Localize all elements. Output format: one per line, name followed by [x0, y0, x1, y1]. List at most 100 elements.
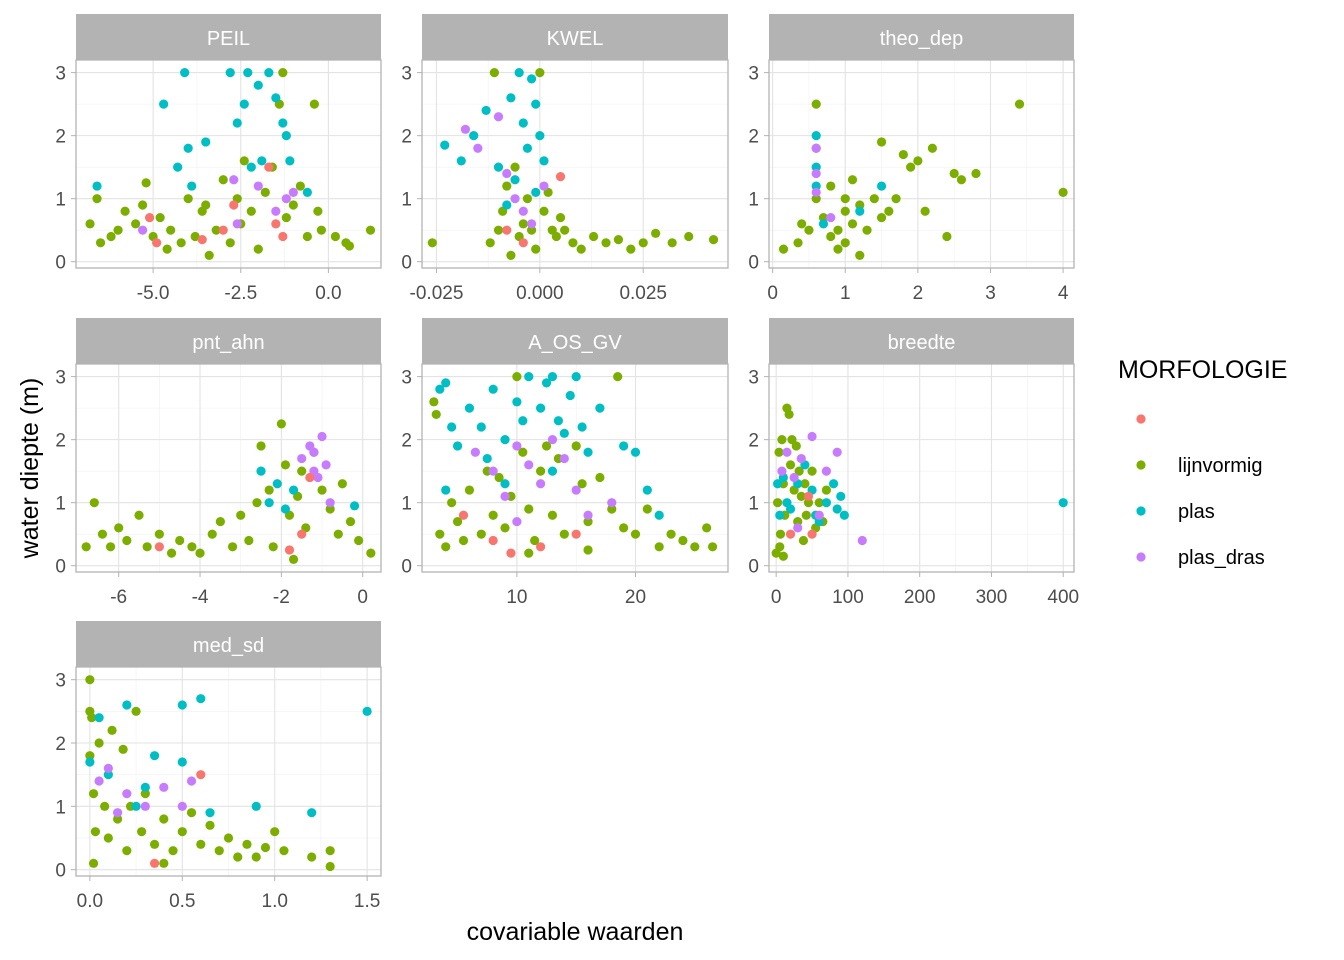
- x-tick-label: 2: [913, 283, 924, 304]
- data-point: [481, 105, 491, 116]
- data-point: [821, 485, 832, 495]
- data-point: [807, 431, 817, 442]
- data-point: [702, 523, 712, 533]
- data-point: [595, 472, 605, 483]
- data-point: [302, 231, 312, 242]
- data-point: [309, 99, 319, 109]
- data-point: [667, 238, 677, 248]
- data-point: [89, 498, 99, 508]
- y-tick-label: 2: [55, 734, 66, 755]
- data-point: [500, 435, 510, 445]
- data-point: [325, 504, 335, 514]
- data-point: [175, 535, 185, 546]
- data-point: [512, 441, 522, 451]
- data-point: [177, 700, 187, 710]
- data-point: [869, 194, 879, 204]
- data-point: [242, 839, 252, 849]
- data-point: [811, 143, 821, 153]
- data-point: [138, 225, 148, 235]
- data-point: [264, 485, 274, 495]
- data-point: [571, 485, 581, 495]
- data-point: [506, 548, 516, 558]
- data-point: [337, 479, 347, 489]
- y-tick-label: 3: [55, 671, 66, 692]
- data-point: [107, 725, 117, 735]
- data-point: [130, 219, 141, 229]
- data-point: [92, 194, 102, 204]
- data-point: [942, 231, 952, 242]
- data-point: [166, 548, 177, 558]
- data-point: [535, 68, 545, 78]
- data-point: [577, 422, 587, 432]
- data-point: [654, 542, 664, 552]
- data-point: [252, 498, 262, 508]
- data-point: [583, 516, 593, 527]
- data-point: [666, 529, 676, 539]
- data-point: [794, 466, 804, 476]
- data-point: [112, 814, 123, 824]
- data-point: [906, 162, 916, 172]
- data-point: [876, 137, 887, 147]
- data-point: [583, 510, 593, 520]
- data-point: [547, 466, 558, 476]
- data-point: [236, 510, 246, 520]
- data-point: [811, 187, 821, 197]
- data-point: [855, 200, 865, 210]
- data-point: [149, 839, 160, 849]
- data-point: [204, 250, 214, 260]
- legend-key: [1136, 506, 1146, 516]
- data-point: [190, 231, 200, 242]
- y-tick-label: 1: [55, 494, 66, 515]
- data-point: [103, 770, 113, 780]
- facet-strip-label: A_OS_GV: [528, 332, 622, 354]
- facet-panel-breedte: breedte 0 1 2 3 0 100 200 300 400: [748, 318, 1079, 608]
- data-point: [488, 510, 498, 520]
- data-point: [152, 238, 162, 248]
- data-point: [137, 827, 147, 837]
- data-point: [325, 861, 335, 872]
- data-point: [281, 212, 291, 223]
- data-point: [524, 460, 534, 470]
- data-point: [271, 206, 281, 216]
- data-point: [811, 181, 821, 191]
- data-point: [309, 447, 319, 457]
- facet-strip-label: pnt_ahn: [192, 332, 264, 354]
- data-point: [256, 441, 266, 451]
- data-point: [440, 140, 450, 150]
- data-point: [811, 194, 821, 204]
- data-point: [510, 175, 520, 185]
- data-point: [607, 504, 617, 514]
- facet-panel-pnt-ahn: pnt_ahn 0 1 2 3 -6 -4 -2 0: [55, 318, 382, 608]
- data-point: [154, 529, 164, 539]
- data-point: [159, 99, 169, 109]
- data-point: [803, 498, 814, 508]
- facet-strip: [76, 318, 381, 364]
- data-point: [227, 542, 238, 552]
- data-point: [476, 422, 486, 432]
- data-point: [571, 372, 581, 382]
- data-point: [927, 143, 937, 153]
- data-point: [482, 453, 492, 464]
- data-point: [777, 466, 787, 476]
- data-point: [518, 118, 528, 128]
- data-point: [493, 112, 504, 122]
- data-point: [88, 858, 99, 868]
- x-tick-label: -4: [192, 587, 209, 608]
- y-tick-label: 2: [55, 127, 66, 148]
- x-tick-label: -0.025: [410, 283, 464, 304]
- y-tick-label: 2: [748, 127, 759, 148]
- data-point: [796, 453, 806, 464]
- x-tick-label: 0.5: [169, 891, 195, 912]
- data-point: [493, 225, 504, 235]
- data-point: [500, 523, 510, 533]
- data-point: [949, 168, 959, 179]
- legend-key: [1136, 552, 1146, 562]
- y-tick-label: 2: [401, 127, 412, 148]
- facet-strip: [422, 318, 728, 364]
- data-point: [522, 143, 533, 153]
- data-point: [793, 238, 803, 248]
- y-tick-label: 0: [401, 253, 412, 274]
- data-point: [571, 529, 581, 539]
- data-point: [826, 181, 836, 191]
